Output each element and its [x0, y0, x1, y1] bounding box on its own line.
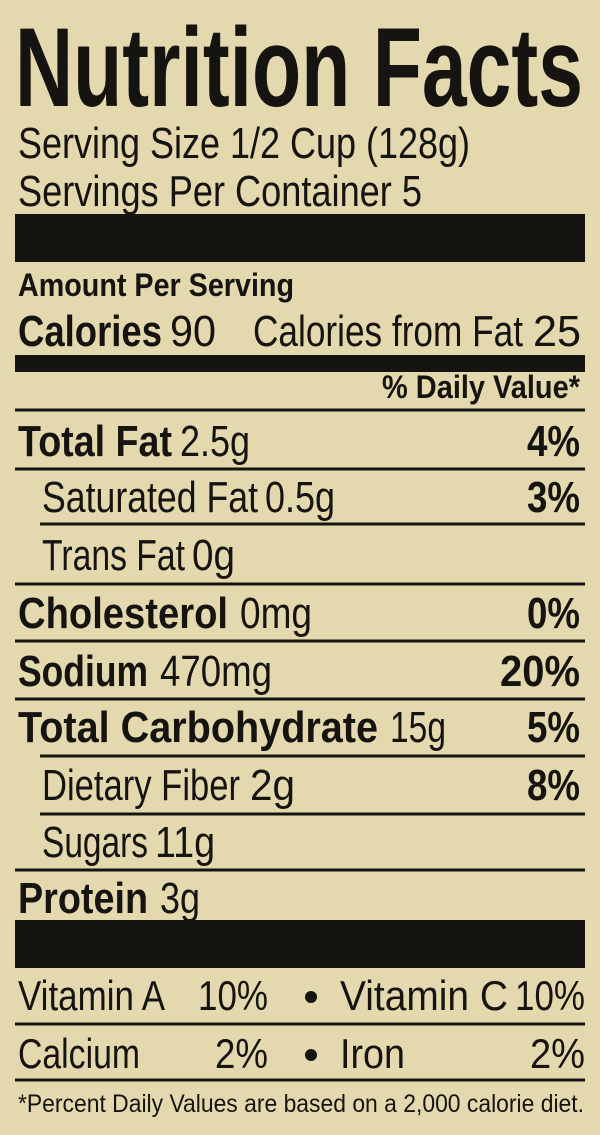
nutrient-amount: 0.5g — [265, 473, 335, 522]
nutrient-name: Sugars — [42, 818, 148, 867]
nutrient-amount: 15g — [390, 703, 446, 752]
medium-bar — [15, 355, 585, 372]
vitamin-name: Vitamin C — [340, 972, 508, 1019]
daily-value: 8% — [527, 761, 580, 810]
nutrient-name: Saturated Fat — [42, 473, 258, 522]
vitamins: Vitamin A 10% Vitamin C 10% Calcium 2% I… — [15, 972, 585, 1082]
nutrient-amount: 2.5g — [180, 417, 250, 466]
vitamin-name: Calcium — [18, 1030, 140, 1077]
footnote: *Percent Daily Values are based on a 2,0… — [18, 1090, 584, 1118]
vitamin-value: 10% — [198, 972, 268, 1019]
calories-from-fat-value: 25 — [533, 307, 581, 356]
nutrient-amount: 11g — [155, 818, 215, 867]
calories-from-fat-label: Calories from Fat — [253, 307, 523, 356]
nutrient-amount: 470mg — [160, 647, 272, 696]
nutrient-amount: 3g — [160, 874, 200, 923]
daily-value: 4% — [527, 417, 580, 466]
bullet — [305, 1049, 317, 1061]
title: Nutrition Facts — [15, 5, 583, 130]
vitamin-value: 10% — [515, 972, 585, 1019]
amount-per-serving: Amount Per Serving — [18, 267, 294, 303]
nutrient-name: Protein — [18, 874, 148, 923]
calories-value: 90 — [170, 307, 216, 356]
vitamin-value: 2% — [530, 1030, 585, 1077]
calories-label: Calories — [18, 307, 162, 356]
nutrient-rows: Total Fat 2.5g 4% Saturated Fat 0.5g 3% … — [15, 408, 585, 923]
daily-value: 3% — [527, 473, 580, 522]
vitamin-name: Iron — [340, 1030, 405, 1077]
nutrient-name: Dietary Fiber — [42, 761, 240, 810]
nutrient-amount: 0mg — [240, 589, 312, 638]
nutrient-name: Total Carbohydrate — [18, 703, 378, 752]
nutrient-name: Sodium — [18, 647, 148, 696]
bullet — [305, 991, 317, 1003]
daily-value: 20% — [500, 647, 580, 696]
thick-bar — [15, 214, 585, 262]
vitamin-value: 2% — [215, 1030, 268, 1077]
vitamin-name: Vitamin A — [18, 972, 165, 1019]
nutrient-name: Trans Fat — [42, 531, 185, 580]
servings-per-container: Servings Per Container 5 — [18, 167, 422, 216]
serving-size: Serving Size 1/2 Cup (128g) — [18, 119, 470, 168]
daily-value-header: % Daily Value* — [382, 369, 580, 405]
nutrient-name: Total Fat — [18, 417, 172, 466]
nutrient-amount: 0g — [192, 531, 235, 580]
nutrient-name: Cholesterol — [18, 589, 228, 638]
daily-value: 5% — [527, 703, 580, 752]
thick-bar — [15, 920, 585, 968]
daily-value: 0% — [527, 589, 580, 638]
nutrient-amount: 2g — [250, 761, 295, 810]
